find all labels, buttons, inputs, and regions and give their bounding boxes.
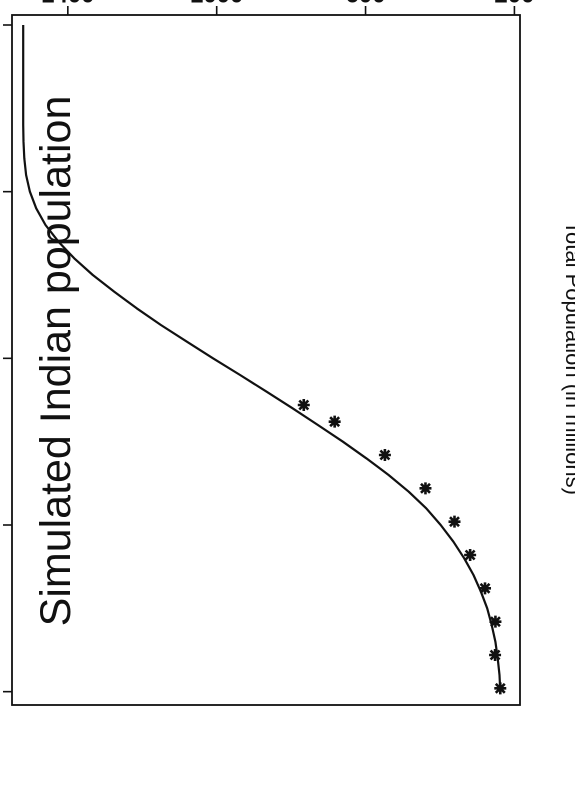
census-data-point [328,415,341,428]
x-tick-label: 2100 [0,0,3,52]
y-tick-label: 1000 [190,0,243,9]
simulated-population-line [22,25,502,692]
x-tick-label: 1900 [0,665,3,718]
census-data-point [494,682,507,695]
y-tick-label: 1400 [41,0,94,9]
census-data-point [489,649,502,661]
x-tick-label: 2050 [0,165,3,218]
y-tick-label: 200 [494,0,534,9]
x-tick-label: 2000 [0,332,3,385]
y-tick-label: 600 [346,0,386,9]
census-data-point [419,482,432,495]
census-data-point [297,399,310,411]
rotated-plot-group: 1900 1950 2000 2050 2100 200 600 1000 1400 Simul… [0,0,575,718]
x-tick-label: 1950 [0,498,3,551]
y-axis-label: Total Population (in millions) [561,221,575,495]
plot-frame [11,14,521,706]
census-data-point [378,449,391,461]
chart-title: Simulated Indian population [32,96,80,627]
census-data-point [489,615,502,628]
census-data-point [448,515,461,528]
census-data-point [464,549,477,561]
chart-marks: 1900 1950 2000 2050 2100 200 600 1000 1400 [0,0,534,718]
census-data-point [479,582,492,595]
